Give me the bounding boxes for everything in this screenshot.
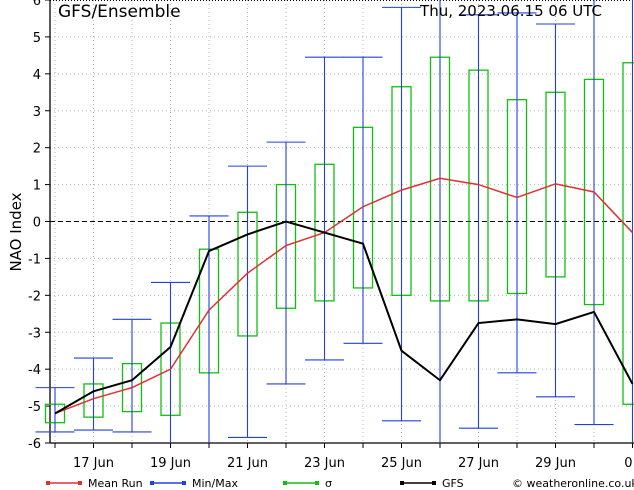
legend: Mean Run Min/Max σ GFS [46, 477, 464, 490]
y-tick-label: -5 [28, 400, 41, 415]
x-tick-label: 17 Jun [73, 456, 114, 471]
legend-label-mean: Mean Run [88, 477, 143, 490]
legend-marker-gfs [432, 481, 436, 485]
legend-marker-minmax [182, 481, 186, 485]
legend-marker-sigma [315, 481, 319, 485]
x-tick-label: 25 Jun [381, 456, 422, 471]
y-tick-label: 5 [33, 31, 41, 46]
legend-label-sigma: σ [325, 477, 332, 490]
legend-marker-minmax [150, 481, 154, 485]
y-tick-label: 6 [33, 0, 41, 9]
y-axis-label: NAO Index [7, 192, 25, 271]
y-tick-label: -2 [28, 289, 41, 304]
x-tick-label: 01 [624, 456, 634, 471]
x-tick-label: 23 Jun [304, 456, 345, 471]
legend-label-gfs: GFS [442, 477, 464, 490]
y-tick-label: 3 [33, 105, 41, 120]
legend-marker-mean [46, 481, 50, 485]
y-tick-label: -6 [28, 437, 41, 452]
watermark: © weatheronline.co.uk [512, 477, 634, 490]
grid [49, 0, 634, 444]
chart-title: GFS/Ensemble [58, 2, 181, 22]
y-tick-label: 0 [33, 216, 41, 231]
y-tick-label: 4 [33, 68, 41, 83]
x-tick-label: 29 Jun [535, 456, 576, 471]
y-axis-ticks: -6 -5 -4 -3 -2 -1 0 1 2 3 4 5 6 [28, 0, 50, 452]
series-lines [54, 177, 634, 415]
y-tick-label: 2 [33, 142, 41, 157]
legend-marker-mean [78, 481, 82, 485]
legend-marker-sigma [283, 481, 287, 485]
chart-subtitle: Thu, 2023.06.15 06 UTC [419, 2, 602, 20]
x-axis-ticks: 17 Jun 19 Jun 21 Jun 23 Jun 25 Jun 27 Jun 29 J… [54, 443, 634, 471]
mean-run-line [54, 177, 634, 415]
x-tick-label: 19 Jun [150, 456, 191, 471]
minmax-whiskers [35, 0, 634, 443]
legend-label-minmax: Min/Max [192, 477, 238, 490]
y-tick-label: -3 [28, 326, 41, 341]
y-tick-label: 1 [33, 179, 41, 194]
legend-marker-gfs [400, 481, 404, 485]
y-tick-label: -1 [28, 252, 41, 267]
gfs-line [54, 220, 634, 415]
x-tick-label: 27 Jun [458, 456, 499, 471]
x-tick-label: 21 Jun [227, 456, 268, 471]
y-tick-label: -4 [28, 363, 41, 378]
